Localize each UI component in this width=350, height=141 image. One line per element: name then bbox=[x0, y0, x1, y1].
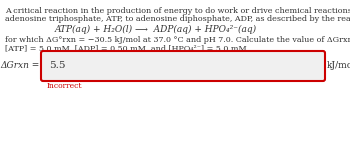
Text: ΔGrxn =: ΔGrxn = bbox=[1, 61, 40, 70]
Text: Incorrect: Incorrect bbox=[47, 82, 83, 90]
Text: adenosine triphosphate, ATP, to adenosine diphosphate, ADP, as described by the : adenosine triphosphate, ATP, to adenosin… bbox=[5, 15, 350, 23]
Text: 5.5: 5.5 bbox=[49, 61, 65, 70]
FancyBboxPatch shape bbox=[41, 51, 325, 81]
Text: ATP(aq) + H₂O(l) ⟶  ADP(aq) + HPO₄²⁻(aq): ATP(aq) + H₂O(l) ⟶ ADP(aq) + HPO₄²⁻(aq) bbox=[55, 25, 257, 34]
Text: [ATP] = 5.0 mM, [ADP] = 0.50 mM, and [HPO₄²⁻] = 5.0 mM.: [ATP] = 5.0 mM, [ADP] = 0.50 mM, and [HP… bbox=[5, 44, 249, 52]
Text: A critical reaction in the production of energy to do work or drive chemical rea: A critical reaction in the production of… bbox=[5, 7, 350, 15]
Text: for which ΔG°rxn = −30.5 kJ/mol at 37.0 °C and pH 7.0. Calculate the value of ΔG: for which ΔG°rxn = −30.5 kJ/mol at 37.0 … bbox=[5, 36, 350, 44]
Text: kJ/mol: kJ/mol bbox=[327, 61, 350, 70]
